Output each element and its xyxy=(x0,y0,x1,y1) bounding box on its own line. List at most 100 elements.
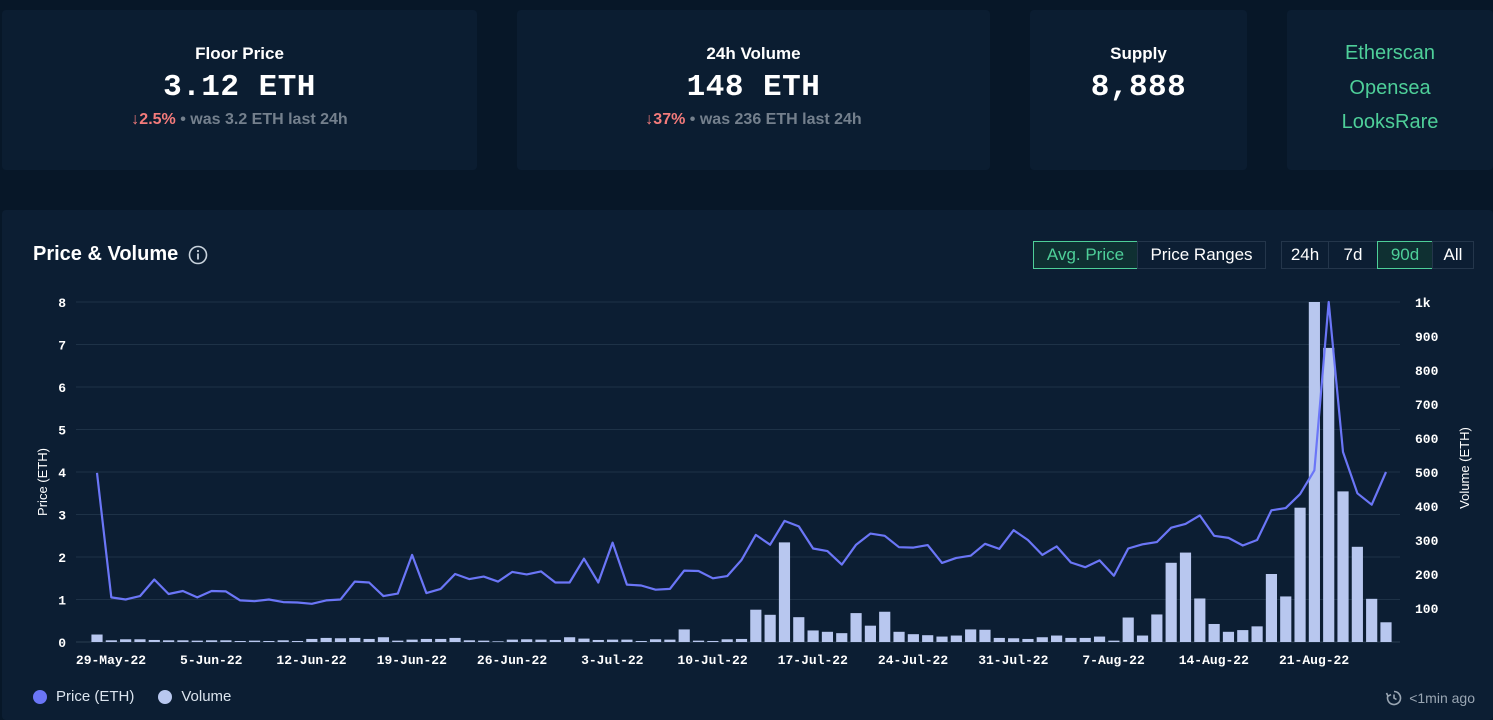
y-tick-label: 8 xyxy=(58,296,66,311)
volume-bar xyxy=(248,640,261,642)
volume-bar xyxy=(993,637,1005,642)
y2-tick-label: 300 xyxy=(1415,534,1439,549)
volume-bar xyxy=(277,640,289,642)
last-updated-text: <1min ago xyxy=(1409,690,1475,706)
volume-bar xyxy=(549,639,561,642)
floor-price-card: Floor Price 3.12 ETH ↓2.5% • was 3.2 ETH… xyxy=(2,10,477,170)
volume-bar xyxy=(1366,598,1378,642)
volume-bar xyxy=(377,637,390,642)
range-7d[interactable]: 7d xyxy=(1328,241,1378,269)
volume-bar xyxy=(778,542,791,642)
price-volume-panel: Price & Volume Avg. Price Price Ranges 2… xyxy=(2,210,1493,720)
volume-bar xyxy=(306,638,318,642)
volume-bar xyxy=(1122,617,1134,642)
x-tick-label: 10-Jul-22 xyxy=(677,653,747,668)
y2-tick-label: 700 xyxy=(1415,398,1439,413)
volume-bar xyxy=(291,640,304,642)
volume-bar xyxy=(535,639,547,642)
x-tick-label: 12-Jun-22 xyxy=(276,653,346,668)
volume-bar xyxy=(105,640,117,642)
y2-tick-label: 400 xyxy=(1415,500,1439,515)
volume-bar xyxy=(907,634,919,642)
volume-bar xyxy=(191,640,203,642)
volume-bar xyxy=(134,639,146,642)
volume-bar xyxy=(965,629,977,642)
volume-bar xyxy=(879,611,891,642)
arrow-down-icon: ↓ xyxy=(645,111,654,128)
volume-bar xyxy=(521,639,533,642)
volume-bar xyxy=(263,640,275,642)
volume-bar xyxy=(1194,598,1206,642)
x-tick-label: 17-Jul-22 xyxy=(778,653,848,668)
chart-title-text: Price & Volume xyxy=(33,243,179,265)
tab-price-ranges[interactable]: Price Ranges xyxy=(1137,241,1266,269)
floor-price-change: ↓2.5% • was 3.2 ETH last 24h xyxy=(2,111,477,129)
volume-change-percent: 37% xyxy=(653,111,686,128)
range-90d[interactable]: 90d xyxy=(1377,241,1433,269)
volume-bar xyxy=(793,617,805,642)
y-tick-label: 4 xyxy=(58,466,66,481)
volume-bar xyxy=(635,640,647,642)
x-tick-label: 29-May-22 xyxy=(76,653,146,668)
volume-bar xyxy=(979,629,991,642)
info-icon[interactable] xyxy=(188,245,208,265)
volume-bar xyxy=(721,639,733,642)
links-card: Etherscan Opensea LooksRare xyxy=(1287,10,1493,170)
volume-bar xyxy=(1337,491,1349,642)
legend-price-label: Price (ETH) xyxy=(56,688,135,705)
volume-bar xyxy=(1294,507,1306,642)
volume-bar xyxy=(1065,637,1077,642)
legend-volume-dot xyxy=(158,689,173,704)
y-tick-label: 3 xyxy=(58,509,66,524)
volume-bar xyxy=(1136,635,1149,642)
volume-previous: was 236 ETH last 24h xyxy=(699,111,862,128)
volume-bar xyxy=(1323,347,1335,642)
volume-bar xyxy=(821,631,834,642)
volume-bar xyxy=(836,633,848,642)
legend-volume[interactable]: Volume xyxy=(158,688,231,705)
range-all[interactable]: All xyxy=(1432,241,1474,269)
volume-bar xyxy=(1251,626,1263,642)
legend-price[interactable]: Price (ETH) xyxy=(33,688,134,705)
etherscan-link[interactable]: Etherscan xyxy=(1344,42,1436,64)
volume-bar xyxy=(234,640,246,642)
volume-bar xyxy=(1351,546,1363,642)
volume-bar xyxy=(205,640,218,642)
volume-bar xyxy=(406,639,418,642)
chart-title: Price & Volume xyxy=(33,243,208,266)
opensea-link[interactable]: Opensea xyxy=(1349,76,1431,99)
y2-tick-label: 800 xyxy=(1415,364,1439,379)
volume-bar xyxy=(764,614,776,642)
volume-bar xyxy=(148,639,160,642)
volume-bar xyxy=(692,640,705,642)
volume-bar xyxy=(578,638,590,642)
x-tick-label: 19-Jun-22 xyxy=(377,653,447,668)
looksrare-link[interactable]: LooksRare xyxy=(1341,111,1439,133)
volume-value: 148 ETH xyxy=(686,70,821,105)
volume-bar xyxy=(1108,640,1120,642)
volume-bar xyxy=(735,638,748,642)
refresh-clock-icon xyxy=(1385,690,1402,706)
tab-avg-price[interactable]: Avg. Price xyxy=(1033,241,1138,269)
volume-bar xyxy=(1265,574,1278,642)
price-volume-chart: 0 1 2 3 4 5 6 7 8 100 200 300 400 500 600 700 800 900 1k Pr… xyxy=(35,296,1472,668)
volume-bar xyxy=(1237,630,1249,642)
volume-bar xyxy=(1380,622,1392,642)
volume-bar xyxy=(420,638,432,642)
legend-price-dot xyxy=(33,689,47,704)
separator-dot: • xyxy=(180,111,186,128)
volume-label: 24h Volume xyxy=(706,44,801,63)
volume-bar xyxy=(750,609,762,642)
volume-bar xyxy=(1022,638,1034,642)
floor-change-percent: 2.5% xyxy=(139,111,176,128)
supply-label: Supply xyxy=(1110,44,1167,63)
volume-bar xyxy=(478,640,490,642)
volume-bar xyxy=(1208,623,1220,642)
range-24h[interactable]: 24h xyxy=(1281,241,1329,269)
volume-bar xyxy=(1222,631,1235,642)
volume-bar xyxy=(649,639,662,642)
y2-tick-label: 900 xyxy=(1415,330,1439,345)
volume-bar xyxy=(120,639,132,642)
y-tick-label: 2 xyxy=(58,551,66,566)
volume-bar xyxy=(449,637,461,642)
